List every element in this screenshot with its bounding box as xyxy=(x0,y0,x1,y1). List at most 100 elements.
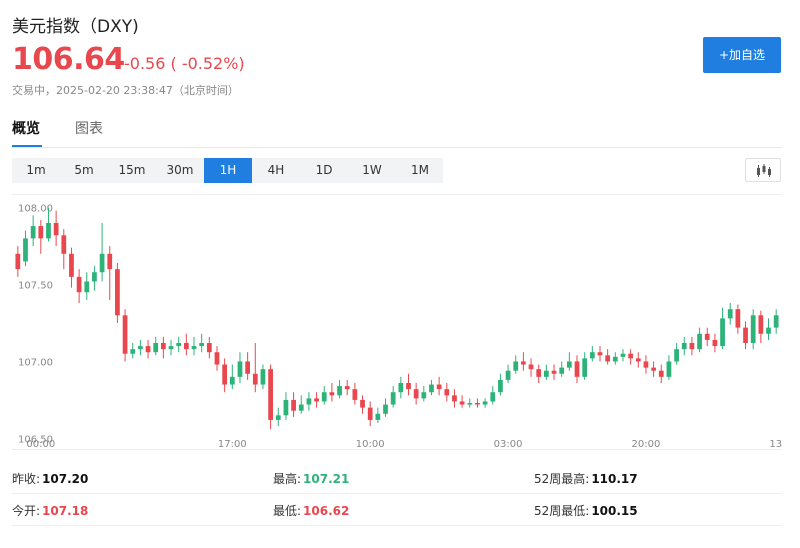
trading-status: 交易中，2025-02-20 23:38:47（北京时间） xyxy=(12,84,239,97)
candle xyxy=(383,398,388,417)
x-tick-label: 20:00 xyxy=(632,439,661,450)
tab-chart[interactable]: 图表 xyxy=(75,121,103,137)
candle xyxy=(375,407,381,423)
period-1h[interactable]: 1H xyxy=(204,158,252,183)
candle xyxy=(260,364,266,390)
x-tick-label: 00:00 xyxy=(26,439,55,450)
period-15m[interactable]: 15m xyxy=(118,163,146,177)
candle xyxy=(528,358,534,377)
candle xyxy=(612,352,618,365)
candle xyxy=(138,339,143,356)
stat-open: 今开: 107.18 xyxy=(12,504,89,518)
candle xyxy=(306,392,312,411)
candle xyxy=(452,389,457,408)
candle xyxy=(720,307,725,350)
candle xyxy=(130,343,136,359)
stat-low: 最低: 106.62 xyxy=(273,504,350,518)
candle xyxy=(268,364,273,430)
candle xyxy=(743,321,748,350)
candle xyxy=(214,346,220,371)
candle xyxy=(122,309,128,362)
candle xyxy=(513,355,519,374)
candle xyxy=(145,339,151,359)
y-tick-label: 107.00 xyxy=(18,357,53,368)
period-30m[interactable]: 30m xyxy=(166,163,194,177)
candle xyxy=(429,379,434,396)
candle xyxy=(773,309,779,334)
candle xyxy=(46,207,51,242)
candle xyxy=(61,229,67,270)
candle xyxy=(635,352,641,368)
candle xyxy=(651,361,656,377)
candle xyxy=(666,355,672,380)
candle xyxy=(566,352,572,371)
candle xyxy=(275,407,281,427)
candle xyxy=(153,336,159,356)
candle xyxy=(574,355,580,383)
price-change: -0.56 ( -0.52%) xyxy=(124,54,245,73)
price-chart[interactable]: 108.00 107.50 107.00 106.50 00:00 17:00 10:00 0… xyxy=(12,194,798,450)
candle xyxy=(298,395,304,414)
candle xyxy=(521,352,526,371)
candle xyxy=(15,246,21,277)
x-tick-label: 10:00 xyxy=(356,439,385,450)
candle xyxy=(436,376,442,396)
candle xyxy=(750,309,756,350)
candle xyxy=(444,383,450,402)
tab-overview[interactable]: 概览 xyxy=(12,121,40,137)
candle xyxy=(758,310,764,343)
candle xyxy=(84,272,90,300)
active-tab-indicator xyxy=(12,145,42,148)
chart-type-toggle[interactable] xyxy=(745,158,781,182)
tab-divider xyxy=(12,147,782,148)
candle xyxy=(222,358,228,393)
current-price: 106.64 xyxy=(12,42,125,77)
candle xyxy=(53,210,59,247)
candle xyxy=(314,392,319,408)
candle xyxy=(505,364,511,383)
period-4h[interactable]: 4H xyxy=(267,163,285,177)
candle xyxy=(681,336,687,356)
candle xyxy=(160,336,166,359)
candle xyxy=(689,336,695,356)
candle xyxy=(367,401,373,427)
candle xyxy=(658,364,664,383)
y-tick-label: 106.50 xyxy=(18,434,53,445)
candle xyxy=(107,246,113,300)
period-selector: 1m 5m 15m 30m 1H 4H 1D 1W 1M xyxy=(12,158,443,183)
x-tick-label: 03:00 xyxy=(494,439,523,450)
candle xyxy=(245,352,251,380)
candle xyxy=(321,386,327,405)
candle xyxy=(475,398,480,408)
candle xyxy=(237,352,243,383)
period-1d[interactable]: 1D xyxy=(315,163,333,177)
x-tick-label: 17:00 xyxy=(218,439,247,450)
candle xyxy=(704,327,710,347)
candle xyxy=(398,376,404,399)
candle xyxy=(490,386,496,405)
candle xyxy=(168,339,174,356)
candle xyxy=(38,219,44,254)
candle xyxy=(413,383,419,405)
candle xyxy=(337,379,342,399)
stat-high-52w: 52周最高: 110.17 xyxy=(534,472,638,486)
candle xyxy=(352,383,358,405)
stats-row: 今开: 107.18 最低: 106.62 52周最低: 100.15 xyxy=(12,494,782,526)
add-watchlist-button[interactable]: +加自选 xyxy=(703,37,781,73)
candle xyxy=(23,230,28,267)
candle xyxy=(406,373,411,396)
period-1w[interactable]: 1W xyxy=(362,163,382,177)
candle xyxy=(766,318,771,340)
candle xyxy=(582,352,588,380)
candle xyxy=(674,343,679,365)
y-tick-label: 107.50 xyxy=(18,281,53,292)
candle xyxy=(69,247,74,288)
period-5m[interactable]: 5m xyxy=(74,163,94,177)
stat-prev-close: 昨收: 107.20 xyxy=(12,472,89,486)
period-1mo[interactable]: 1M xyxy=(411,163,429,177)
candle xyxy=(643,355,649,374)
candle xyxy=(99,223,105,282)
y-tick-label: 108.00 xyxy=(18,204,53,215)
period-1m[interactable]: 1m xyxy=(26,163,46,177)
